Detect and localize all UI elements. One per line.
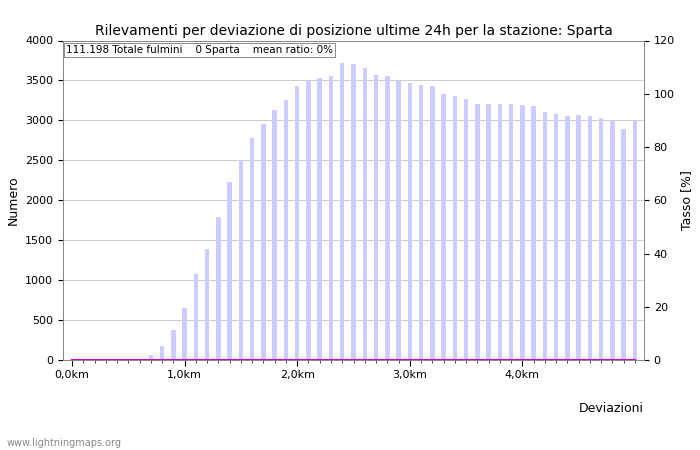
Title: Rilevamenti per deviazione di posizione ultime 24h per la stazione: Sparta: Rilevamenti per deviazione di posizione … [94, 24, 612, 38]
Bar [396, 81, 401, 360]
Bar [407, 83, 412, 360]
Bar [216, 217, 221, 360]
Bar [385, 76, 389, 360]
Bar [509, 104, 513, 360]
Bar [588, 116, 592, 360]
Bar [610, 120, 615, 360]
Bar [633, 120, 637, 360]
Bar [363, 68, 367, 360]
Bar [171, 330, 176, 360]
Bar [475, 104, 480, 360]
Bar [441, 94, 446, 360]
Bar [194, 274, 198, 360]
Bar [554, 114, 559, 360]
Bar [622, 129, 626, 360]
Bar [542, 112, 547, 360]
Bar [205, 249, 209, 360]
Y-axis label: Tasso [%]: Tasso [%] [680, 170, 694, 230]
Bar [486, 104, 491, 360]
Bar [453, 96, 457, 360]
Bar [576, 115, 581, 360]
Bar [419, 85, 423, 360]
Bar [351, 64, 356, 360]
Bar [306, 81, 311, 360]
Bar [498, 104, 502, 360]
Bar [272, 110, 277, 360]
Bar [295, 86, 300, 360]
Bar [520, 105, 524, 360]
Bar [531, 106, 536, 360]
Bar [148, 355, 153, 360]
Bar [250, 138, 254, 360]
Y-axis label: Numero: Numero [6, 176, 20, 225]
Text: Deviazioni: Deviazioni [579, 401, 644, 414]
Text: 111.198 Totale fulmini    0 Sparta    mean ratio: 0%: 111.198 Totale fulmini 0 Sparta mean rat… [66, 45, 333, 55]
Bar [565, 116, 570, 360]
Bar [183, 308, 187, 360]
Bar [340, 63, 344, 360]
Bar [464, 99, 468, 360]
Bar [284, 100, 288, 360]
Bar [599, 118, 603, 360]
Bar [329, 76, 333, 360]
Bar [430, 86, 435, 360]
Bar [261, 124, 266, 360]
Bar [160, 346, 164, 360]
Bar [374, 75, 378, 360]
Bar [228, 182, 232, 360]
Bar [318, 78, 322, 360]
Bar [239, 160, 243, 360]
Text: www.lightningmaps.org: www.lightningmaps.org [7, 438, 122, 448]
